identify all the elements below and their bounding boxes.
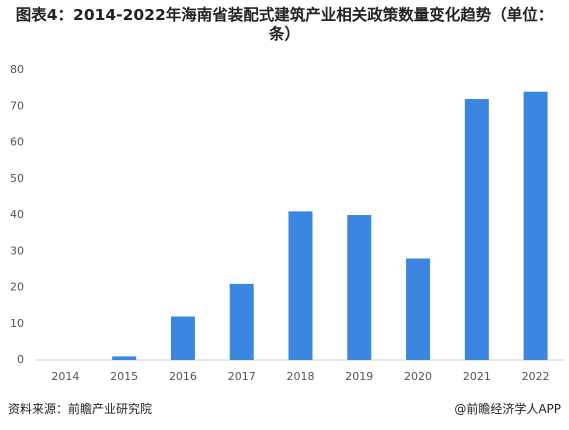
bar — [229, 283, 254, 360]
watermark: @前瞻经济学人APP — [454, 402, 561, 416]
y-tick-label: 70 — [10, 99, 24, 112]
x-tick-label: 2022 — [522, 370, 550, 383]
bar — [464, 99, 489, 360]
bar — [288, 211, 313, 360]
y-tick-label: 30 — [10, 244, 24, 257]
x-tick-label: 2018 — [287, 370, 315, 383]
x-tick-label: 2016 — [169, 370, 197, 383]
y-tick-label: 80 — [10, 63, 24, 76]
bar — [523, 91, 548, 360]
x-tick-label: 2014 — [51, 370, 79, 383]
y-tick-label: 40 — [10, 208, 24, 221]
x-tick-label: 2020 — [404, 370, 432, 383]
x-tick-label: 2017 — [228, 370, 256, 383]
x-tick-label: 2015 — [110, 370, 138, 383]
bar — [347, 215, 372, 360]
y-tick-label: 50 — [10, 172, 24, 185]
chart-title: 图表4：2014-2022年海南省装配式建筑产业相关政策数量变化趋势（单位：条） — [15, 6, 554, 43]
y-tick-label: 10 — [10, 317, 24, 330]
x-tick-label: 2019 — [345, 370, 373, 383]
bar — [406, 258, 431, 360]
bar — [112, 356, 137, 360]
y-tick-label: 0 — [17, 353, 24, 366]
x-tick-label: 2021 — [463, 370, 491, 383]
source-note: 资料来源：前瞻产业研究院 — [8, 402, 153, 416]
y-tick-label: 20 — [10, 281, 24, 294]
bar — [170, 316, 195, 360]
y-tick-label: 60 — [10, 136, 24, 149]
